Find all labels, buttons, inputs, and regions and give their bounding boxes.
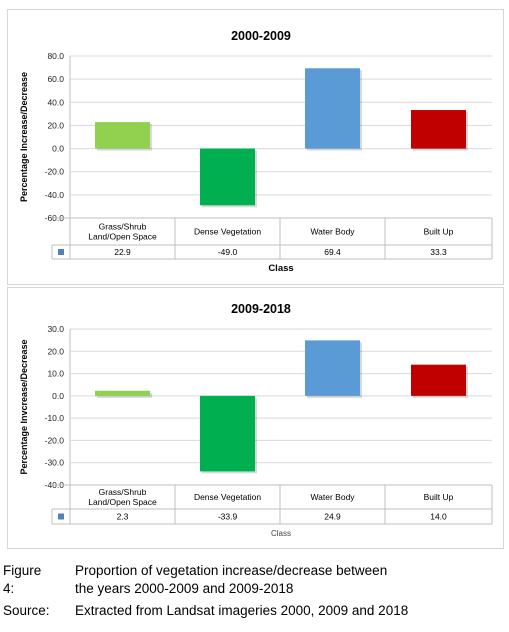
chart-title: 2009-2018 [231, 302, 291, 316]
category-label-line: Water Body [310, 227, 355, 237]
y-tick-label: -10.0 [45, 413, 65, 423]
bar-group [411, 364, 468, 398]
y-tick-label: 60.0 [47, 74, 64, 84]
data-value-label: 22.9 [114, 247, 131, 257]
data-value-label: 2.3 [117, 512, 129, 522]
y-tick-label: -20.0 [45, 435, 65, 445]
category-label: Built Up [424, 492, 454, 502]
y-tick-label: -30.0 [45, 458, 65, 468]
y-tick-label: 0.0 [52, 144, 64, 154]
category-label-line: Dense Vegetation [194, 492, 261, 502]
chart-2000-2009: 2000-2009-60.0-40.0-20.00.020.040.060.08… [19, 29, 493, 274]
bar-group [411, 110, 468, 151]
category-label: Dense Vegetation [194, 227, 261, 237]
legend-key [58, 513, 64, 520]
x-axis-label: Class [271, 529, 291, 538]
bar [95, 122, 150, 149]
category-label: Grass/Shrub Land/Open Space [88, 222, 157, 242]
x-axis-label: Class [268, 263, 293, 274]
category-label: Grass/Shrub Land/Open Space [88, 487, 157, 507]
category-label-line: Land/Open Space [88, 497, 157, 507]
bar-group [305, 340, 362, 398]
bar-group [200, 148, 257, 208]
data-table: Grass/Shrub Land/Open Space 2.3 Dense Veget… [51, 484, 493, 525]
y-tick-label: 40.0 [47, 97, 64, 107]
bar-group [95, 390, 152, 398]
bar-group [305, 68, 362, 151]
category-label-line: Water Body [310, 492, 355, 502]
figure-label: Figure 4: [3, 563, 42, 596]
bar-group [200, 395, 257, 474]
chart-title: 2000-2009 [231, 29, 291, 43]
data-value-label: -49.0 [218, 247, 238, 257]
category-label-line: Grass/Shrub [99, 487, 147, 497]
chart-2009-2018: 2009-2018-40.0-30.0-20.0-10.00.010.020.0… [19, 302, 493, 538]
y-tick-label: -20.0 [45, 167, 65, 177]
y-tick-label: 80.0 [47, 51, 64, 61]
source-label: Source: [3, 603, 50, 618]
category-label-line: Dense Vegetation [194, 227, 261, 237]
data-value-label: -33.9 [218, 512, 238, 522]
category-label: Dense Vegetation [194, 492, 261, 502]
bar [411, 364, 466, 396]
bar [305, 340, 360, 396]
y-axis-label: Percentage Invcrease/Decrease [19, 339, 29, 474]
chart-panel-2009-2018: 2009-2018 -40.0 -30.0 -20.0 -10.0 0.0 10.0 20.0… [7, 287, 504, 549]
data-value-label: 33.3 [430, 247, 447, 257]
bar [200, 395, 255, 472]
bar [95, 390, 150, 396]
data-value-label: 69.4 [324, 247, 341, 257]
category-label-line: Land/Open Space [88, 232, 157, 242]
bar-group [95, 122, 152, 151]
data-table: Grass/Shrub Land/Open Space 22.9 Dense Vege… [51, 217, 493, 260]
category-label-line: Built Up [424, 227, 454, 237]
data-value-label: 14.0 [430, 512, 447, 522]
y-tick-label: 20.0 [47, 120, 64, 130]
figure-text-line2: the years 2000-2009 and 2009-2018 [75, 581, 294, 596]
category-label-line: Built Up [424, 492, 454, 502]
bar [411, 110, 466, 149]
source-text: Extracted from Landsat imageries 2000, 2… [75, 603, 409, 618]
bar [200, 148, 255, 206]
y-tick-label: 30.0 [47, 324, 64, 334]
category-label: Water Body [310, 492, 355, 502]
y-tick-label: 10.0 [47, 369, 64, 379]
chart-panel-2000-2009: 2000-2009 -60.0 -40.0 -20.0 0.0 20.0 40.0 60.0 8… [7, 9, 504, 285]
data-value-label: 24.9 [324, 512, 341, 522]
legend-key [58, 249, 64, 255]
bar [305, 68, 360, 149]
category-label: Water Body [310, 227, 355, 237]
figure-text-line1: Proportion of vegetation increase/decrea… [75, 563, 388, 578]
category-label-line: Grass/Shrub [99, 222, 147, 232]
y-tick-label: -40.0 [45, 190, 65, 200]
y-tick-label: 0.0 [52, 391, 64, 401]
y-tick-label: 20.0 [47, 346, 64, 356]
y-axis-label: Percentage Increase/Decrease [19, 72, 29, 202]
category-label: Built Up [424, 227, 454, 237]
